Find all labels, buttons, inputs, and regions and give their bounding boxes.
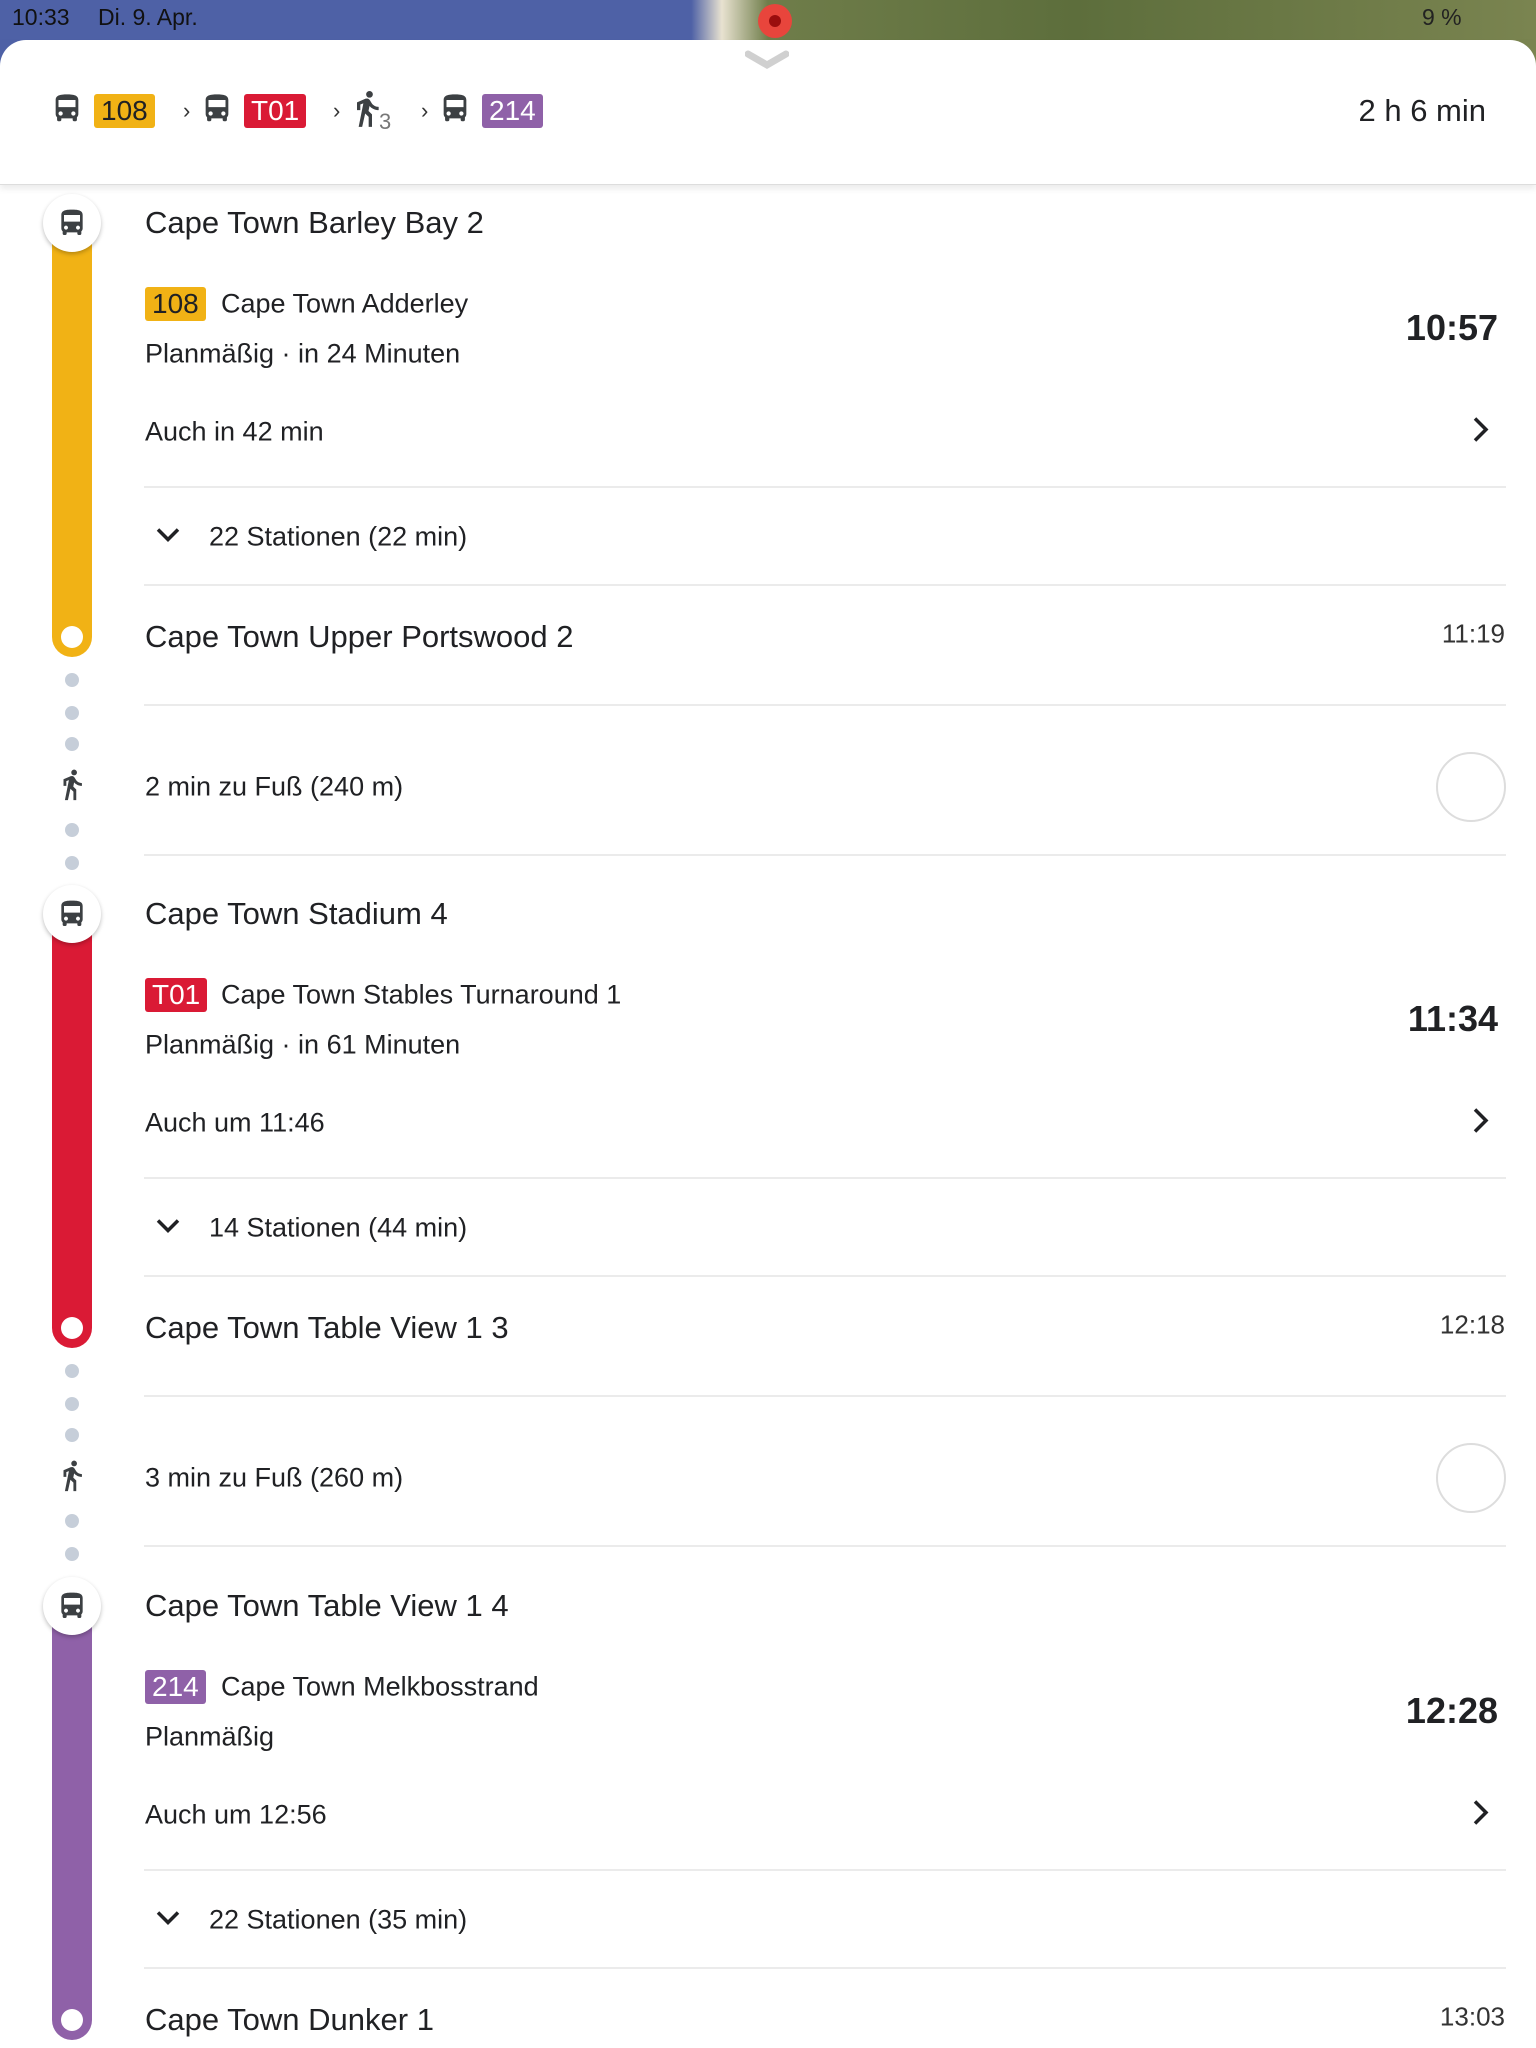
walk-dot xyxy=(65,1428,79,1442)
line-badge: 108 xyxy=(94,94,155,128)
collapse-handle-icon[interactable] xyxy=(745,50,789,70)
start-stop-name[interactable]: Cape Town Stadium 4 xyxy=(145,896,448,931)
walk-dot xyxy=(65,706,79,720)
start-stop-name[interactable]: Cape Town Barley Bay 2 xyxy=(145,205,484,240)
total-duration: 2 h 6 min xyxy=(1358,93,1486,128)
directions-sheet xyxy=(0,40,1536,2048)
chevron-right-icon[interactable] xyxy=(1470,1798,1492,1833)
end-stop-name[interactable]: Cape Town Upper Portswood 2 xyxy=(145,619,574,654)
chevron-down-icon[interactable] xyxy=(155,1217,181,1240)
headsign: Cape Town Adderley xyxy=(221,288,469,319)
map-pin-icon xyxy=(758,4,792,38)
route-summary[interactable] xyxy=(0,40,1536,185)
bus-icon xyxy=(438,92,472,131)
end-stop-dot xyxy=(61,626,83,648)
divider xyxy=(144,486,1506,488)
map-button[interactable] xyxy=(1436,1443,1506,1513)
start-stop-name[interactable]: Cape Town Table View 1 4 xyxy=(145,1588,509,1623)
chevron-right-icon: › xyxy=(421,98,429,123)
bus-stop-node xyxy=(43,1577,101,1635)
bus-icon xyxy=(200,92,234,131)
alternative-departures[interactable]: Auch um 11:46 xyxy=(145,1107,325,1138)
walk-dot xyxy=(65,1514,79,1528)
stops-toggle[interactable]: 22 Stationen (35 min) xyxy=(209,1904,468,1935)
chevron-down-icon[interactable] xyxy=(155,526,181,549)
departure-time: 10:57 xyxy=(1405,307,1498,348)
walk-dot xyxy=(65,737,79,751)
divider xyxy=(144,1395,1506,1397)
walk-dot xyxy=(65,1547,79,1561)
route-line xyxy=(52,223,92,657)
bus-stop-node xyxy=(43,885,101,943)
line-badge: 214 xyxy=(482,94,543,128)
line-badge: T01 xyxy=(244,94,307,128)
walk-instruction[interactable]: 2 min zu Fuß (240 m) xyxy=(145,771,404,802)
status-time: 10:33 xyxy=(12,4,70,30)
route-line xyxy=(52,1606,92,2040)
headsign: Cape Town Stables Turnaround 1 xyxy=(221,979,622,1010)
arrival-time: 13:03 xyxy=(1439,2001,1505,2032)
divider xyxy=(144,1275,1506,1277)
status-battery: 9 % xyxy=(1422,4,1462,30)
line-badge: 108 xyxy=(145,287,206,321)
status-date: Di. 9. Apr. xyxy=(98,4,198,30)
chevron-right-icon: › xyxy=(333,98,341,123)
headsign: Cape Town Melkbosstrand xyxy=(221,1671,539,1702)
walk-dot xyxy=(65,1397,79,1411)
walk-instruction[interactable]: 3 min zu Fuß (260 m) xyxy=(145,1462,404,1493)
map-button[interactable] xyxy=(1436,752,1506,822)
walk-dot xyxy=(65,673,79,687)
end-stop-dot xyxy=(61,2009,83,2031)
arrival-time: 12:18 xyxy=(1439,1309,1505,1340)
schedule-status: Planmäßig · in 24 Minuten xyxy=(145,338,461,369)
walk-icon xyxy=(55,1459,89,1498)
divider xyxy=(144,1967,1506,1969)
walk-duration-subscript: 3 xyxy=(379,109,392,134)
divider xyxy=(144,584,1506,586)
schedule-status: Planmäßig xyxy=(145,1721,275,1752)
departure-time: 12:28 xyxy=(1405,1690,1498,1731)
schedule-status: Planmäßig · in 61 Minuten xyxy=(145,1029,461,1060)
chevron-right-icon[interactable] xyxy=(1470,1106,1492,1141)
alternative-departures[interactable]: Auch um 12:56 xyxy=(145,1799,327,1830)
line-badge: 214 xyxy=(145,1670,206,1704)
arrival-time: 11:19 xyxy=(1441,618,1505,649)
bus-icon xyxy=(50,92,84,131)
walk-icon xyxy=(55,768,89,807)
divider xyxy=(144,1177,1506,1179)
walk-icon xyxy=(347,89,387,134)
divider xyxy=(144,854,1506,856)
departure-time: 11:34 xyxy=(1407,998,1498,1039)
end-stop-name[interactable]: Cape Town Table View 1 3 xyxy=(145,1310,509,1345)
walk-dot xyxy=(65,823,79,837)
stops-toggle[interactable]: 22 Stationen (22 min) xyxy=(209,521,468,552)
chevron-down-icon[interactable] xyxy=(155,1909,181,1932)
chevron-right-icon[interactable] xyxy=(1470,415,1492,450)
walk-dot xyxy=(65,856,79,870)
route-line xyxy=(52,914,92,1348)
alternative-departures[interactable]: Auch in 42 min xyxy=(145,416,324,447)
divider xyxy=(144,704,1506,706)
stops-toggle[interactable]: 14 Stationen (44 min) xyxy=(209,1212,468,1243)
end-stop-dot xyxy=(61,1317,83,1339)
divider xyxy=(144,1545,1506,1547)
end-stop-name[interactable]: Cape Town Dunker 1 xyxy=(145,2002,434,2037)
line-badge: T01 xyxy=(145,978,208,1012)
divider xyxy=(144,1869,1506,1871)
bus-stop-node xyxy=(43,194,101,252)
chevron-right-icon: › xyxy=(183,98,191,123)
walk-dot xyxy=(65,1364,79,1378)
